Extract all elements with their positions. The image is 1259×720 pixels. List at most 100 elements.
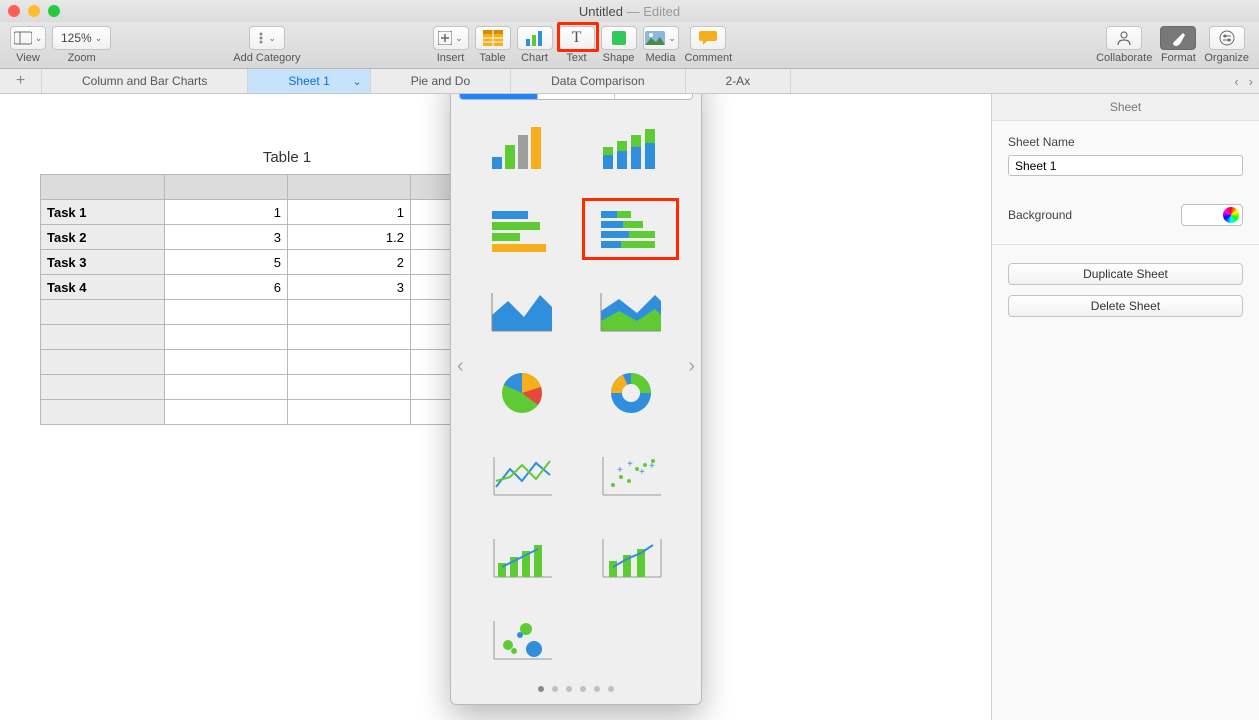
data-cell[interactable] bbox=[165, 325, 288, 350]
data-cell[interactable]: 5 bbox=[165, 250, 288, 275]
svg-text:+: + bbox=[627, 459, 633, 470]
organize-button[interactable] bbox=[1209, 26, 1245, 50]
row-header-cell[interactable]: Task 2 bbox=[41, 225, 165, 250]
comment-icon bbox=[699, 31, 717, 45]
tab-next-button[interactable]: › bbox=[1249, 74, 1253, 89]
duplicate-sheet-button[interactable]: Duplicate Sheet bbox=[1008, 263, 1243, 285]
data-cell[interactable] bbox=[288, 400, 411, 425]
zoom-button[interactable]: 125%⌄ bbox=[52, 26, 111, 50]
sheet-tab[interactable]: Sheet 1 bbox=[248, 69, 370, 93]
sliders-icon bbox=[1219, 30, 1235, 46]
highlight-chart-toolbar bbox=[557, 22, 599, 52]
data-cell[interactable]: 3 bbox=[288, 275, 411, 300]
data-cell[interactable] bbox=[288, 375, 411, 400]
data-cell[interactable] bbox=[165, 400, 288, 425]
column-chart-thumbnail[interactable] bbox=[473, 116, 570, 178]
paintbrush-icon bbox=[1170, 30, 1186, 46]
sheet-tab[interactable]: 2-Ax bbox=[686, 69, 792, 93]
tab-navigation: ‹ › bbox=[1228, 69, 1259, 93]
format-label: Format bbox=[1161, 52, 1196, 64]
add-category-button[interactable]: ⌄ bbox=[249, 26, 285, 50]
sheet-tab[interactable]: Pie and Do bbox=[371, 69, 511, 93]
row-header-cell[interactable]: Task 1 bbox=[41, 200, 165, 225]
data-cell[interactable] bbox=[165, 350, 288, 375]
sheet-tab[interactable]: Column and Bar Charts bbox=[42, 69, 248, 93]
sheet-name-label: Sheet Name bbox=[1008, 135, 1243, 149]
chart-prev-page[interactable]: ‹ bbox=[457, 355, 464, 378]
tab-prev-button[interactable]: ‹ bbox=[1234, 74, 1238, 89]
sidebar-title: Sheet bbox=[992, 94, 1259, 121]
chart-dimension-segment: 2D 3D Interactive bbox=[459, 94, 693, 100]
segment-2d[interactable]: 2D bbox=[460, 94, 537, 99]
data-cell[interactable] bbox=[288, 350, 411, 375]
pager-dot[interactable] bbox=[580, 686, 586, 692]
header-cell[interactable] bbox=[165, 175, 288, 200]
spreadsheet-canvas[interactable]: Table 1 Task 111Task 231.2Task 352Task 4… bbox=[0, 94, 991, 720]
data-cell[interactable]: 1 bbox=[288, 200, 411, 225]
scatter-chart-thumbnail[interactable]: ++++ bbox=[582, 444, 679, 506]
format-button[interactable] bbox=[1160, 26, 1196, 50]
pie-chart-thumbnail[interactable] bbox=[473, 362, 570, 424]
data-cell[interactable] bbox=[288, 325, 411, 350]
stacked-area-chart-thumbnail[interactable] bbox=[582, 280, 679, 342]
row-header-cell[interactable]: Task 3 bbox=[41, 250, 165, 275]
delete-sheet-button[interactable]: Delete Sheet bbox=[1008, 295, 1243, 317]
header-cell[interactable] bbox=[288, 175, 411, 200]
data-cell[interactable]: 2 bbox=[288, 250, 411, 275]
stacked-bar-chart-thumbnail[interactable] bbox=[582, 198, 679, 260]
media-button[interactable]: ⌄ bbox=[643, 26, 679, 50]
row-header-cell[interactable] bbox=[41, 375, 165, 400]
pager-dot[interactable] bbox=[594, 686, 600, 692]
chart-button[interactable] bbox=[517, 26, 553, 50]
two-axis-chart-thumbnail[interactable] bbox=[582, 526, 679, 588]
data-cell[interactable]: 1 bbox=[165, 200, 288, 225]
table-button[interactable] bbox=[475, 26, 511, 50]
mixed-chart-thumbnail[interactable] bbox=[473, 526, 570, 588]
media-group: ⌄ Media bbox=[643, 26, 679, 64]
background-label: Background bbox=[1008, 208, 1072, 222]
pager-dot[interactable] bbox=[538, 686, 544, 692]
svg-text:+: + bbox=[649, 461, 655, 472]
data-cell[interactable]: 1.2 bbox=[288, 225, 411, 250]
bar-chart-thumbnail[interactable] bbox=[473, 198, 570, 260]
row-header-cell[interactable] bbox=[41, 400, 165, 425]
header-cell[interactable] bbox=[41, 175, 165, 200]
sheet-tab[interactable]: Data Comparison bbox=[511, 69, 685, 93]
line-chart-thumbnail[interactable] bbox=[473, 444, 570, 506]
insert-button[interactable]: ⌄ bbox=[433, 26, 469, 50]
pager-dot[interactable] bbox=[566, 686, 572, 692]
comment-group: Comment bbox=[685, 26, 733, 64]
sheet-name-input[interactable] bbox=[1008, 155, 1243, 176]
bubble-chart-thumbnail[interactable] bbox=[473, 608, 570, 670]
row-header-cell[interactable] bbox=[41, 325, 165, 350]
svg-text:+: + bbox=[617, 465, 623, 476]
row-header-cell[interactable] bbox=[41, 350, 165, 375]
segment-3d[interactable]: 3D bbox=[537, 94, 615, 99]
shape-button[interactable] bbox=[601, 26, 637, 50]
chart-pager bbox=[459, 686, 693, 692]
collaborate-button[interactable] bbox=[1106, 26, 1142, 50]
data-cell[interactable] bbox=[288, 300, 411, 325]
row-header-cell[interactable]: Task 4 bbox=[41, 275, 165, 300]
comment-button[interactable] bbox=[690, 26, 726, 50]
collaborate-label: Collaborate bbox=[1096, 52, 1152, 64]
row-header-cell[interactable] bbox=[41, 300, 165, 325]
data-cell[interactable]: 3 bbox=[165, 225, 288, 250]
data-cell[interactable] bbox=[165, 300, 288, 325]
chart-next-page[interactable]: › bbox=[688, 355, 695, 378]
document-title: Untitled bbox=[579, 4, 623, 19]
data-cell[interactable] bbox=[165, 375, 288, 400]
donut-chart-thumbnail[interactable] bbox=[582, 362, 679, 424]
data-cell[interactable]: 6 bbox=[165, 275, 288, 300]
stacked-column-chart-thumbnail[interactable] bbox=[582, 116, 679, 178]
view-button[interactable]: ⌄ bbox=[10, 26, 46, 50]
background-color-well[interactable] bbox=[1181, 204, 1243, 226]
add-sheet-button[interactable]: + bbox=[0, 69, 42, 93]
shape-icon bbox=[611, 30, 627, 46]
zoom-value: 125% bbox=[61, 31, 92, 45]
media-icon bbox=[645, 31, 665, 45]
pager-dot[interactable] bbox=[608, 686, 614, 692]
segment-interactive[interactable]: Interactive bbox=[614, 94, 692, 99]
pager-dot[interactable] bbox=[552, 686, 558, 692]
area-chart-thumbnail[interactable] bbox=[473, 280, 570, 342]
